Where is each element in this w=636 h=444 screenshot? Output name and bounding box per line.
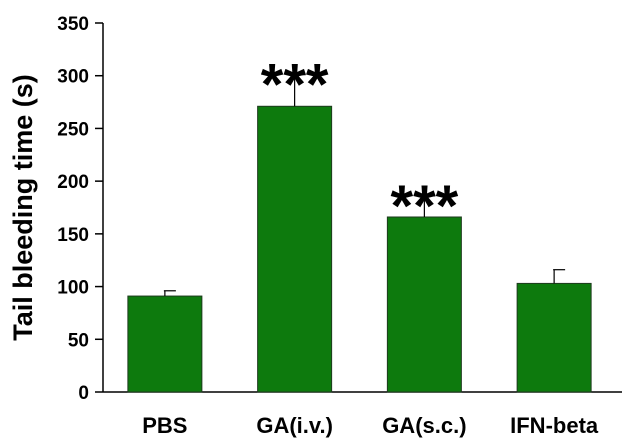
y-tick-label: 150	[57, 225, 89, 246]
bar-2	[386, 216, 462, 393]
x-tick-label: PBS	[142, 413, 187, 438]
y-tick-label: 300	[57, 67, 89, 88]
x-tick-label: GA(i.v.)	[256, 413, 333, 438]
y-tick-label: 200	[57, 172, 89, 193]
bar-3	[516, 282, 592, 393]
y-tick-label: 50	[68, 330, 89, 351]
y-axis-label: Tail bleeding time (s)	[8, 74, 38, 341]
y-tick-label: 250	[57, 119, 89, 140]
x-tick-label: IFN-beta	[510, 413, 599, 438]
y-tick-label: 0	[78, 383, 89, 404]
significance-label: ***	[391, 174, 459, 239]
y-tick-label: 100	[57, 278, 89, 299]
labels: 0 50 100 150 200 250 300 350 PBS *** GA(i.v.) *** GA…	[57, 14, 599, 438]
bars	[127, 74, 592, 393]
significance-label: ***	[261, 53, 329, 118]
bar-1	[257, 105, 333, 393]
bar-0	[127, 295, 203, 393]
x-tick-label: GA(s.c.)	[382, 413, 466, 438]
y-tick-label: 350	[57, 14, 89, 35]
